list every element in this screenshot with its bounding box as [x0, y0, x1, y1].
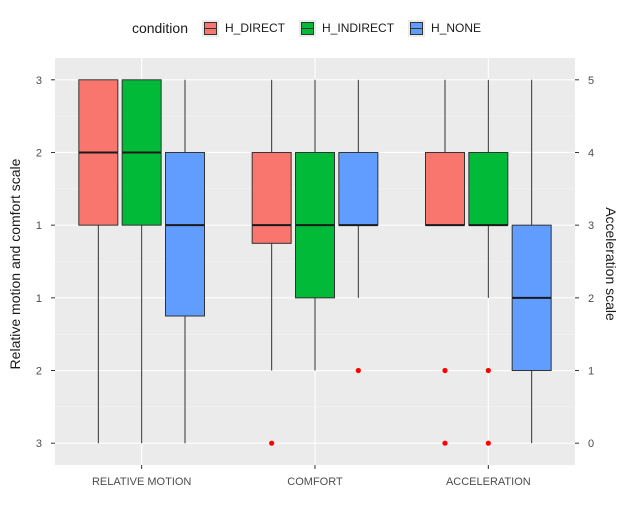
legend-label-h-direct: H_DIRECT: [225, 21, 286, 35]
y-tick-label-left: 3: [36, 75, 42, 87]
box-body: [468, 151, 509, 226]
legend-item-h-none: H_NONE: [408, 19, 482, 37]
box-h-indirect: [295, 79, 335, 371]
box-h-direct: [251, 79, 292, 446]
y-tick-label-right: 4: [588, 147, 594, 159]
box-body: [165, 151, 205, 317]
y-tick-label-right: 3: [588, 220, 594, 232]
axes: 3 5 2 4 1 3 1 2 2 1 3 0 RELATIVE MOTION COMFORT ACCELE…: [36, 75, 594, 488]
legend-title: condition: [131, 20, 188, 36]
legend-label-h-indirect: H_INDIRECT: [322, 21, 395, 35]
box-body: [338, 151, 379, 226]
outlier-point: [485, 440, 491, 446]
y-tick-label-left: 1: [36, 293, 42, 305]
box-h-none: [511, 79, 552, 444]
y-tick-label-right: 1: [588, 366, 594, 378]
legend-label-h-none: H_NONE: [431, 21, 482, 35]
box-h-indirect: [121, 79, 162, 444]
x-tick-label: RELATIVE MOTION: [92, 476, 191, 488]
legend-swatch-h-direct: [204, 21, 217, 35]
legend-item-h-direct: H_DIRECT: [202, 19, 286, 37]
outlier-point: [485, 367, 491, 374]
y-axis-label-right: Acceleration scale: [603, 207, 619, 321]
box-h-direct: [425, 79, 465, 446]
legend-key-h-indirect: [299, 19, 317, 37]
box-body: [425, 151, 465, 226]
y-tick-label-right: 5: [588, 75, 594, 87]
y-axis-label-left: Relative motion and comfort scale: [7, 158, 23, 370]
legend-item-h-indirect: H_INDIRECT: [299, 19, 395, 37]
outlier-point: [442, 440, 448, 446]
box-body: [251, 151, 292, 244]
box-h-none: [338, 79, 379, 374]
box-h-none: [165, 79, 205, 444]
x-tick-label: ACCELERATION: [446, 476, 531, 488]
outlier-point: [355, 367, 361, 374]
y-tick-label-left: 3: [36, 438, 42, 450]
outlier-point: [442, 367, 448, 374]
outlier-point: [269, 440, 275, 446]
x-tick-label: COMFORT: [287, 476, 343, 488]
legend-swatch-h-indirect: [301, 21, 315, 35]
y-tick-label-left: 1: [36, 220, 42, 232]
y-tick-label-right: 0: [588, 438, 594, 450]
y-tick-label-left: 2: [36, 147, 42, 159]
box-h-direct: [78, 79, 119, 444]
box-layer: [78, 79, 552, 446]
legend-key-h-direct: [202, 19, 219, 37]
y-tick-label-left: 2: [36, 366, 42, 378]
y-tick-label-right: 2: [588, 293, 594, 305]
legend: condition H_DIRECT H_INDIRECT H_NONE: [0, 14, 627, 42]
legend-key-h-none: [408, 19, 426, 37]
legend-swatch-h-none: [410, 21, 424, 35]
box-h-indirect: [468, 79, 509, 446]
